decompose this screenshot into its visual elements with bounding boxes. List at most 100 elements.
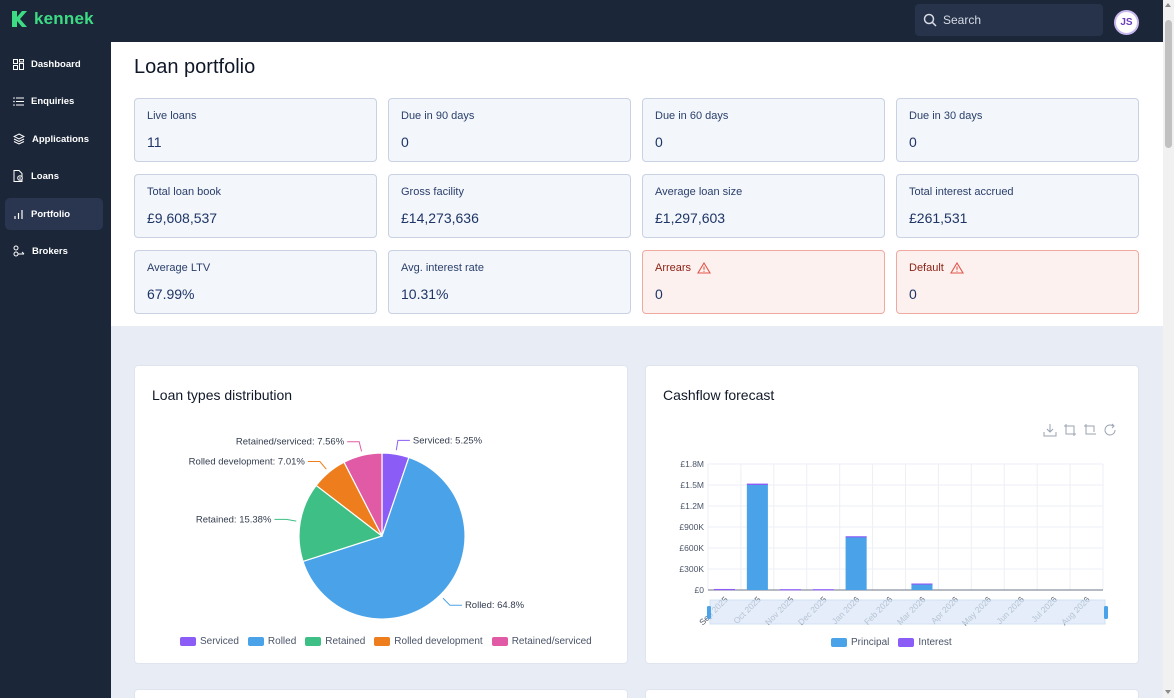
sidebar-item-brokers[interactable]: Brokers — [5, 235, 103, 267]
data-zoom-handle-left[interactable] — [707, 606, 711, 619]
bar-principal[interactable] — [845, 536, 867, 590]
legend-swatch — [180, 637, 196, 646]
page-scrollbar[interactable] — [1163, 0, 1174, 698]
legend-item-interest[interactable]: Interest — [898, 637, 952, 648]
legend-swatch — [491, 637, 508, 646]
stat-card: Gross facility £14,273,636 — [388, 174, 631, 238]
stat-value: 0 — [655, 134, 663, 150]
legend-item-rolled-development[interactable]: Rolled development — [374, 636, 483, 647]
loan-types-card: Loan types distribution Serviced: 5.25% R… — [134, 365, 628, 664]
sidebar-item-label: Portfolio — [31, 208, 71, 220]
cashflow-title: Cashflow forecast — [663, 387, 775, 403]
users-icon — [13, 245, 25, 257]
sidebar-item-label: Loans — [31, 170, 59, 182]
bar-interest[interactable] — [746, 483, 768, 485]
stat-label: Average loan size — [655, 186, 742, 198]
search-icon — [923, 13, 937, 27]
pie-slice-retained[interactable] — [298, 484, 384, 563]
sidebar-item-enquiries[interactable]: Enquiries — [5, 85, 103, 117]
zoom-icon[interactable] — [1063, 423, 1077, 437]
stat-label: Average LTV — [147, 262, 210, 274]
legend-label: Rolled — [267, 636, 297, 647]
legend-item-principal[interactable]: Principal — [831, 637, 889, 648]
next-card-left — [134, 689, 628, 698]
bar-interest[interactable] — [812, 589, 834, 591]
warning-icon — [949, 262, 964, 274]
y-tick-label: £300K — [679, 564, 704, 574]
sidebar-item-applications[interactable]: Applications — [5, 123, 103, 155]
top-bar: kennek Search JS — [0, 0, 1174, 42]
legend-item-serviced[interactable]: Serviced — [180, 636, 239, 647]
bar-interest[interactable] — [713, 588, 735, 591]
pie-data-label: Rolled: 64.8% — [465, 600, 525, 611]
y-tick-label: £0 — [695, 585, 705, 595]
sidebar-item-label: Enquiries — [31, 95, 75, 107]
sidebar: Dashboard Enquiries Applications Loans P… — [0, 42, 111, 698]
stat-card: Average LTV 67.99% — [134, 250, 377, 314]
stat-card: Due in 30 days 0 — [896, 98, 1139, 162]
stat-card: Average loan size £1,297,603 — [642, 174, 885, 238]
zoom-reset-icon[interactable] — [1083, 423, 1097, 437]
bar-interest[interactable] — [911, 583, 933, 585]
legend-swatch — [305, 637, 322, 646]
stat-value: £261,531 — [909, 210, 968, 226]
sidebar-item-dashboard[interactable]: Dashboard — [5, 48, 103, 80]
pie-data-label: Serviced: 5.25% — [413, 435, 483, 446]
stat-value: £9,608,537 — [147, 210, 218, 226]
stat-label-text: Avg. interest rate — [401, 262, 484, 274]
stat-value: 0 — [401, 134, 409, 150]
search-input[interactable]: Search — [915, 4, 1103, 36]
sidebar-item-loans[interactable]: Loans — [5, 160, 103, 192]
data-zoom-slider[interactable] — [709, 599, 1106, 625]
stat-label: Total loan book — [147, 186, 221, 198]
bar-interest[interactable] — [845, 536, 867, 538]
avatar[interactable]: JS — [1114, 10, 1139, 35]
bar-principal[interactable] — [911, 583, 933, 590]
stat-card: Total interest accrued £261,531 — [896, 174, 1139, 238]
pie-label-line — [307, 461, 327, 470]
stat-value: 0 — [909, 286, 917, 302]
bar-interest[interactable] — [779, 589, 801, 591]
legend-swatch — [831, 638, 847, 647]
scroll-up-arrow-icon[interactable] — [1165, 3, 1171, 7]
refresh-icon[interactable] — [1103, 423, 1117, 437]
stat-label: Arrears — [655, 262, 712, 274]
sidebar-item-portfolio[interactable]: Portfolio — [5, 198, 103, 230]
pie-slice-retained-serviced[interactable] — [343, 452, 383, 537]
y-tick-label: £900K — [679, 522, 704, 532]
stat-label: Due in 60 days — [655, 110, 728, 122]
stat-value: £14,273,636 — [401, 210, 479, 226]
stat-card: Total loan book £9,608,537 — [134, 174, 377, 238]
file-icon — [13, 170, 23, 182]
sidebar-item-label: Brokers — [32, 245, 68, 257]
stat-card: Avg. interest rate 10.31% — [388, 250, 631, 314]
legend-item-rolled[interactable]: Rolled — [247, 636, 297, 647]
download-icon[interactable] — [1043, 423, 1057, 437]
pie-legend: Serviced Rolled Retained Rolled developm… — [180, 636, 592, 647]
stat-label: Due in 30 days — [909, 110, 982, 122]
loan-types-pie-chart: Serviced: 5.25% Rolled: 64.8% Retained: 15… — [189, 435, 525, 620]
pie-data-label: Retained/serviced: 7.56% — [236, 437, 345, 448]
kennek-logo-icon — [12, 11, 27, 27]
pie-slice-rolled[interactable] — [302, 456, 466, 620]
legend-label: Rolled development — [394, 636, 483, 647]
scrollbar-thumb[interactable] — [1165, 20, 1172, 148]
scroll-down-arrow-icon[interactable] — [1165, 690, 1171, 694]
stat-label-text: Due in 90 days — [401, 110, 475, 122]
stat-label: Default — [909, 262, 964, 274]
logo-text: kennek — [34, 9, 94, 28]
stat-label-text: Due in 30 days — [909, 110, 983, 122]
stat-value: 10.31% — [401, 286, 449, 302]
legend-label: Retained — [325, 636, 366, 647]
bar-legend: Principal Interest — [831, 637, 952, 648]
legend-item-retained-serviced[interactable]: Retained/serviced — [491, 636, 592, 647]
next-card-right — [645, 689, 1139, 698]
bar-principal[interactable] — [746, 485, 768, 590]
chart-toolbox — [1043, 423, 1117, 437]
legend-item-retained[interactable]: Retained — [305, 636, 365, 647]
logo[interactable]: kennek — [10, 9, 94, 29]
data-zoom-handle-right[interactable] — [1104, 606, 1108, 619]
search-placeholder: Search — [943, 13, 982, 27]
legend-label: Interest — [918, 637, 952, 648]
